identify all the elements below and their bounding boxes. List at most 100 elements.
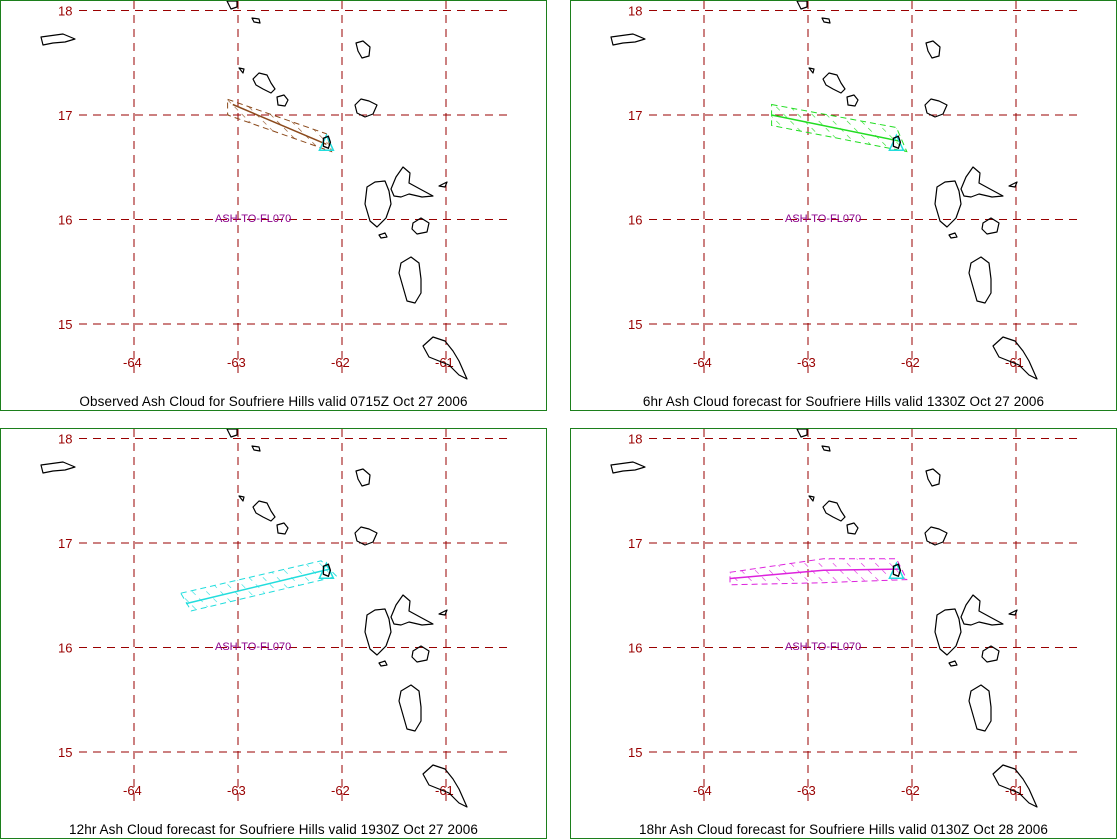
coastline-dominica-island <box>398 256 422 304</box>
ash-height-label: ASH-TO-FL070 <box>785 213 861 225</box>
latitude-tick-label: 17 <box>628 536 642 551</box>
longitude-tick-label: -63 <box>797 783 816 798</box>
coastline-st-barts-islet <box>238 495 245 502</box>
coastline-les-saintes-islet <box>948 660 958 667</box>
coastline-martinique-island <box>992 764 1038 808</box>
coastline-nevis-island <box>846 94 859 107</box>
coastline-guadeloupe-east <box>960 594 1004 626</box>
coastline-marie-galante <box>411 645 430 663</box>
coastline-antigua-island <box>354 526 378 546</box>
coastline-guadeloupe-east <box>390 166 434 198</box>
coastline-les-saintes-islet <box>948 232 958 239</box>
coastline-dominica-island <box>968 256 992 304</box>
coastline-guadeloupe-west <box>934 180 962 228</box>
ash-cloud-area <box>729 558 908 586</box>
latitude-tick-label: 17 <box>628 108 642 123</box>
coastline-guadeloupe-east <box>960 166 1004 198</box>
coastline-barbuda-island <box>355 468 371 487</box>
latitude-tick-label: 18 <box>628 4 642 19</box>
latitude-tick-label: 18 <box>58 432 72 447</box>
coastline-anguilla-islet <box>821 445 831 452</box>
longitude-tick-label: -61 <box>1005 355 1024 370</box>
coastline-st-croix-island <box>610 33 646 46</box>
coastline-st-croix-island <box>40 33 76 46</box>
longitude-tick-label: -63 <box>227 783 246 798</box>
longitude-tick-label: -62 <box>901 783 920 798</box>
panel-caption: 18hr Ash Cloud forecast for Soufriere Hi… <box>639 822 1048 837</box>
map-canvas: 18 17 16 15 -64 -63 -62 -61 ASH-TO-FL070 <box>40 1 513 380</box>
coastline-st-kitts-island <box>252 500 276 522</box>
coastline-st-barts-islet <box>808 495 815 502</box>
longitude-tick-label: -61 <box>435 783 454 798</box>
coastline-sombrero-islet <box>796 429 808 438</box>
latitude-tick-label: 16 <box>58 213 72 228</box>
latitude-tick-label: 15 <box>58 745 72 760</box>
coastline-les-saintes-islet <box>378 660 388 667</box>
coastline-marie-galante <box>981 217 1000 235</box>
coastline-desirade-islet <box>438 181 448 188</box>
coastline-antigua-island <box>924 526 948 546</box>
longitude-tick-label: -61 <box>1005 783 1024 798</box>
ash-cloud-axis <box>185 568 330 605</box>
coastline-barbuda-island <box>355 40 371 59</box>
coastline-anguilla-islet <box>251 17 261 24</box>
latitude-tick-label: 15 <box>58 317 72 332</box>
panel-caption: 12hr Ash Cloud forecast for Soufriere Hi… <box>69 822 478 837</box>
coastline-desirade-islet <box>1008 181 1018 188</box>
coastline-nevis-island <box>276 94 289 107</box>
longitude-tick-label: -62 <box>901 355 920 370</box>
forecast-panel: 18 17 16 15 -64 -63 -62 -61 ASH-TO-FL070 12hr Ash… <box>0 428 547 839</box>
panel-caption: Observed Ash Cloud for Soufriere Hills v… <box>79 394 468 409</box>
longitude-tick-label: -63 <box>797 355 816 370</box>
coastline-desirade-islet <box>1008 609 1018 616</box>
coastline-st-croix-island <box>40 461 76 474</box>
latitude-tick-label: 18 <box>628 432 642 447</box>
longitude-tick-label: -64 <box>123 355 142 370</box>
forecast-panel: 18 17 16 15 -64 -63 -62 -61 ASH-TO-FL070 Observed… <box>0 0 547 411</box>
coastline-martinique-island <box>422 336 468 380</box>
coastline-antigua-island <box>924 98 948 118</box>
coastline-dominica-island <box>968 684 992 732</box>
coastline-sombrero-islet <box>226 1 238 10</box>
latitude-tick-label: 18 <box>58 4 72 19</box>
coastline-montserrat <box>892 563 902 578</box>
ash-height-label: ASH-TO-FL070 <box>785 641 861 653</box>
coastline-st-barts-islet <box>238 67 245 74</box>
coastline-guadeloupe-west <box>934 608 962 656</box>
coastline-guadeloupe-west <box>364 608 392 656</box>
coastline-anguilla-islet <box>251 445 261 452</box>
longitude-tick-label: -62 <box>331 355 350 370</box>
coastline-montserrat <box>322 563 332 578</box>
coastline-antigua-island <box>354 98 378 118</box>
coastline-st-barts-islet <box>808 67 815 74</box>
coastline-anguilla-islet <box>821 17 831 24</box>
coastline-st-kitts-island <box>252 72 276 94</box>
coastline-guadeloupe-west <box>364 180 392 228</box>
coastline-barbuda-island <box>925 40 941 59</box>
forecast-panel: 18 17 16 15 -64 -63 -62 -61 ASH-TO-FL070 6hr Ash … <box>570 0 1117 411</box>
latitude-tick-label: 16 <box>58 641 72 656</box>
longitude-tick-label: -64 <box>693 783 712 798</box>
coastline-marie-galante <box>981 645 1000 663</box>
latitude-tick-label: 16 <box>628 213 642 228</box>
coastline-sombrero-islet <box>796 1 808 10</box>
latitude-tick-label: 17 <box>58 536 72 551</box>
coastline-guadeloupe-east <box>390 594 434 626</box>
coastline-st-kitts-island <box>822 500 846 522</box>
coastline-dominica-island <box>398 684 422 732</box>
longitude-tick-label: -64 <box>693 355 712 370</box>
panel-caption: 6hr Ash Cloud forecast for Soufriere Hil… <box>642 394 1045 409</box>
coastline-les-saintes-islet <box>378 232 388 239</box>
coastline-montserrat <box>322 135 332 150</box>
coastline-desirade-islet <box>438 609 448 616</box>
coastline-barbuda-island <box>925 468 941 487</box>
coastline-sombrero-islet <box>226 429 238 438</box>
longitude-tick-label: -64 <box>123 783 142 798</box>
longitude-tick-label: -62 <box>331 783 350 798</box>
coastline-montserrat <box>892 135 902 150</box>
coastline-nevis-island <box>276 522 289 535</box>
ash-height-label: ASH-TO-FL070 <box>215 213 291 225</box>
ash-cloud-axis <box>232 103 327 145</box>
latitude-tick-label: 15 <box>628 745 642 760</box>
map-canvas: 18 17 16 15 -64 -63 -62 -61 ASH-TO-FL070 <box>40 429 513 808</box>
